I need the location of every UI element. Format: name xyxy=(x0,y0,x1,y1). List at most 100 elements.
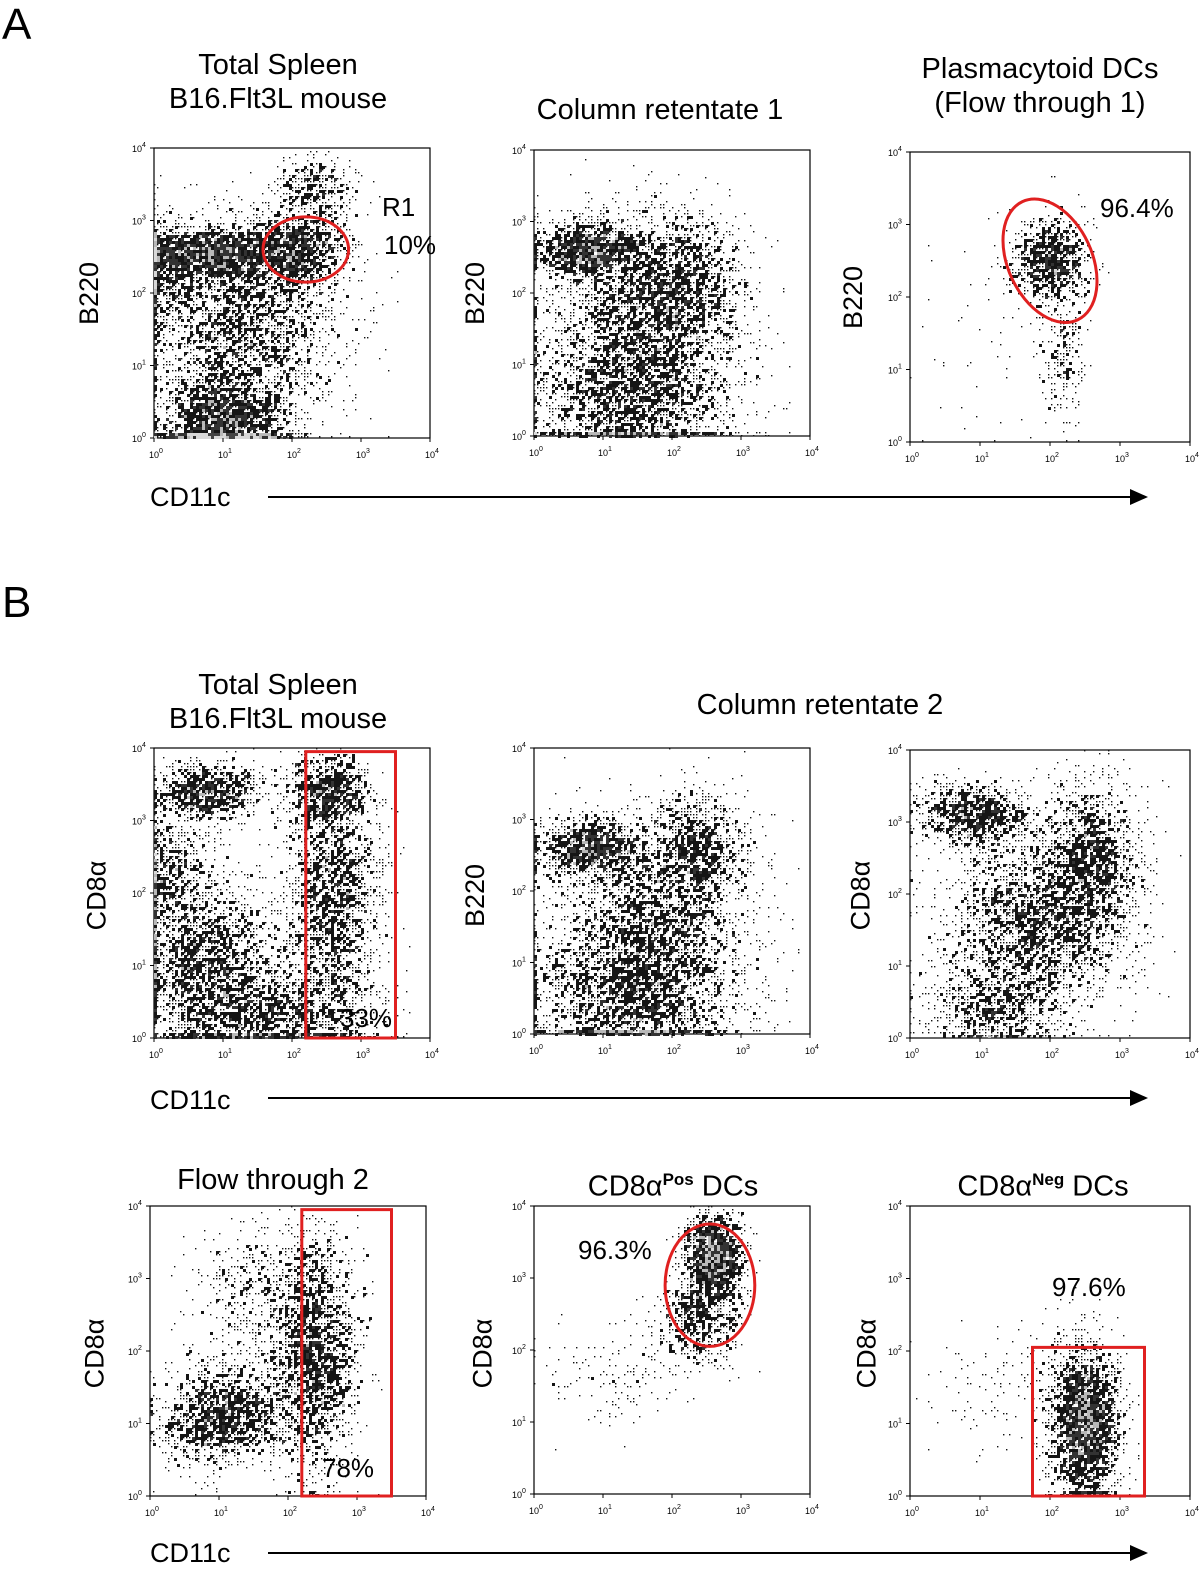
plot-a1-xtick-1: 101 xyxy=(218,448,232,460)
plot-a3-title-line1: Plasmacytoid DCs xyxy=(880,52,1200,86)
plot-b2-ytick-4: 104 xyxy=(512,742,526,754)
plot-b5-xtick-1: 101 xyxy=(598,1504,612,1516)
plot-a1-gate-percent: 10% xyxy=(384,230,436,261)
x-axis-arrow-row2 xyxy=(268,1097,1134,1099)
plot-b4-xtick-0: 100 xyxy=(145,1506,159,1518)
plot-b3-ytick-1: 101 xyxy=(888,960,902,972)
plot-b2-xtick-4: 104 xyxy=(805,1044,819,1056)
plot-b6-title-sup: Neg xyxy=(1032,1170,1064,1189)
plot-b6-xtick-1: 101 xyxy=(975,1506,989,1518)
plot-b5-gate-percent: 96.3% xyxy=(578,1235,652,1266)
plot-a3-xtick-3: 103 xyxy=(1115,452,1129,464)
plot-a3-ytick-0: 100 xyxy=(888,436,902,448)
plot-b5-title: CD8αPos DCs xyxy=(508,1163,838,1204)
plot-a2-title-line1: Column retentate 1 xyxy=(490,93,830,127)
x-axis-arrow-row1 xyxy=(268,496,1134,498)
figure: A B Total Spleen B16.Flt3L mouse Column … xyxy=(0,0,1200,1574)
plot-b6-title-base: CD8α xyxy=(957,1171,1032,1203)
plot-a1-ytick-4: 104 xyxy=(132,142,146,154)
plot-b3-ylabel: CD8α xyxy=(845,861,876,931)
plot-b2: 100 100 101 101 102 102 103 103 104 104 xyxy=(520,748,812,1040)
plot-b4: 100 100 101 101 102 102 103 103 104 104 xyxy=(136,1206,428,1502)
plot-b1-title: Total Spleen B16.Flt3L mouse xyxy=(128,668,428,736)
plot-a1-svg: 100100 101 101 102 102 103 103 104 104 xyxy=(140,148,470,484)
plot-b1-xtick-2: 102 xyxy=(287,1048,301,1060)
plot-b2-svg: 100100 101 101 102 102 103 103 104 104 xyxy=(520,748,852,1080)
plot-b6-xtick-2: 102 xyxy=(1045,1506,1059,1518)
plot-b4-svg: 100100 101 101 102 102 103 103 104 104 xyxy=(136,1206,468,1542)
plot-b5-title-base: CD8α xyxy=(588,1171,663,1203)
plot-b2-ytick-2: 102 xyxy=(512,885,526,897)
plot-a1-ytick-0: 100 xyxy=(132,432,146,444)
plot-a1-title-line2: B16.Flt3L mouse xyxy=(128,82,428,116)
plot-b3-xtick-4: 104 xyxy=(1185,1048,1199,1060)
plot-b1-title-line2: B16.Flt3L mouse xyxy=(128,702,428,736)
plot-b4-title-line1: Flow through 2 xyxy=(123,1163,423,1197)
plot-b2-ylabel: B220 xyxy=(460,864,491,927)
plot-b1-title-line1: Total Spleen xyxy=(128,668,428,702)
plot-a3-ytick-1: 101 xyxy=(888,364,902,376)
plot-b3-ytick-0: 100 xyxy=(888,1032,902,1044)
plot-a2-ytick-2: 102 xyxy=(512,287,526,299)
plot-a3-ytick-4: 104 xyxy=(888,146,902,158)
plot-b6-ytick-1: 101 xyxy=(888,1418,902,1430)
plot-b1-ytick-1: 101 xyxy=(132,960,146,972)
x-axis-label-row1: CD11c xyxy=(150,482,231,513)
plot-a3-xtick-2: 102 xyxy=(1045,452,1059,464)
plot-a1-ytick-3: 103 xyxy=(132,215,146,227)
plot-a1-xtick-2: 102 xyxy=(287,448,301,460)
plot-a3-ytick-3: 103 xyxy=(888,219,902,231)
plot-b6-xtick-0: 100 xyxy=(905,1506,919,1518)
plot-b4-ytick-1: 101 xyxy=(128,1418,142,1430)
plot-a2-xtick-3: 103 xyxy=(736,446,750,458)
plot-b4-title: Flow through 2 xyxy=(123,1163,423,1197)
plot-b2-ytick-0: 100 xyxy=(512,1028,526,1040)
plot-b2-xtick-0: 100 xyxy=(529,1044,543,1056)
plot-b1-xtick-4: 104 xyxy=(425,1048,439,1060)
plot-a3-xtick-0: 100 xyxy=(905,452,919,464)
plot-b4-xtick-3: 103 xyxy=(352,1506,366,1518)
plot-a3-xtick-4: 104 xyxy=(1185,452,1199,464)
plot-a1-title-line1: Total Spleen xyxy=(128,48,428,82)
plot-b3-xtick-3: 103 xyxy=(1115,1048,1129,1060)
plot-b1-ytick-0: 100 xyxy=(132,1032,146,1044)
plot-a2-xtick-0: 100 xyxy=(529,446,543,458)
plot-b5-ytick-1: 101 xyxy=(512,1416,526,1428)
plot-b3-xtick-2: 102 xyxy=(1045,1048,1059,1060)
plot-b3-svg: 100100101101102102103103104104 xyxy=(896,750,1200,1084)
plot-a3-title-line2: (Flow through 1) xyxy=(880,86,1200,120)
plot-b5-ytick-0: 100 xyxy=(512,1488,526,1500)
plot-b4-ylabel: CD8α xyxy=(79,1319,110,1389)
panel-label-b: B xyxy=(2,578,31,628)
plot-b5-title-sup: Pos xyxy=(663,1170,694,1189)
plot-a3-xtick-1: 101 xyxy=(975,452,989,464)
plot-b6-title: CD8αNeg DCs xyxy=(878,1163,1200,1204)
plot-b4-ytick-4: 104 xyxy=(128,1200,142,1212)
plot-a2-xtick-2: 102 xyxy=(667,446,681,458)
section-b-title: Column retentate 2 xyxy=(620,688,1020,722)
plot-a2: 100 100 101 101 102 102 103 103 104 104 xyxy=(520,150,810,442)
plot-b5-xtick-3: 103 xyxy=(736,1504,750,1516)
plot-b4-xtick-4: 104 xyxy=(421,1506,435,1518)
plot-b6-ylabel: CD8α xyxy=(851,1319,882,1389)
plot-b1-ylabel: CD8α xyxy=(81,861,112,931)
panel-label-a: A xyxy=(2,0,31,50)
plot-a1-xtick-4: 104 xyxy=(425,448,439,460)
x-axis-label-row3: CD11c xyxy=(150,1538,231,1569)
plot-a2-ytick-3: 103 xyxy=(512,216,526,228)
plot-b3-ytick-3: 103 xyxy=(888,816,902,828)
plot-b5-xtick-4: 104 xyxy=(805,1504,819,1516)
plot-b5-ytick-3: 103 xyxy=(512,1272,526,1284)
plot-b6-xtick-4: 104 xyxy=(1185,1506,1199,1518)
plot-b6-svg: 100100 101 101 102 102 103 103 104 104 xyxy=(896,1206,1200,1542)
plot-b5-ylabel: CD8α xyxy=(467,1319,498,1389)
plot-a1-ytick-2: 102 xyxy=(132,287,146,299)
plot-a1-ytick-1: 101 xyxy=(132,360,146,372)
plot-b2-xtick-1: 101 xyxy=(598,1044,612,1056)
plot-b5-ytick-4: 104 xyxy=(512,1200,526,1212)
plot-b1-xtick-3: 103 xyxy=(356,1048,370,1060)
x-axis-arrowhead-row1 xyxy=(1130,489,1148,505)
plot-a3-gate-percent: 96.4% xyxy=(1100,193,1174,224)
plot-b3: 100 100 101 101 102 102 103 103 104 104 xyxy=(896,750,1192,1044)
plot-b1-svg: 100100 101 101 102 102 103 103 104 104 xyxy=(140,748,470,1086)
